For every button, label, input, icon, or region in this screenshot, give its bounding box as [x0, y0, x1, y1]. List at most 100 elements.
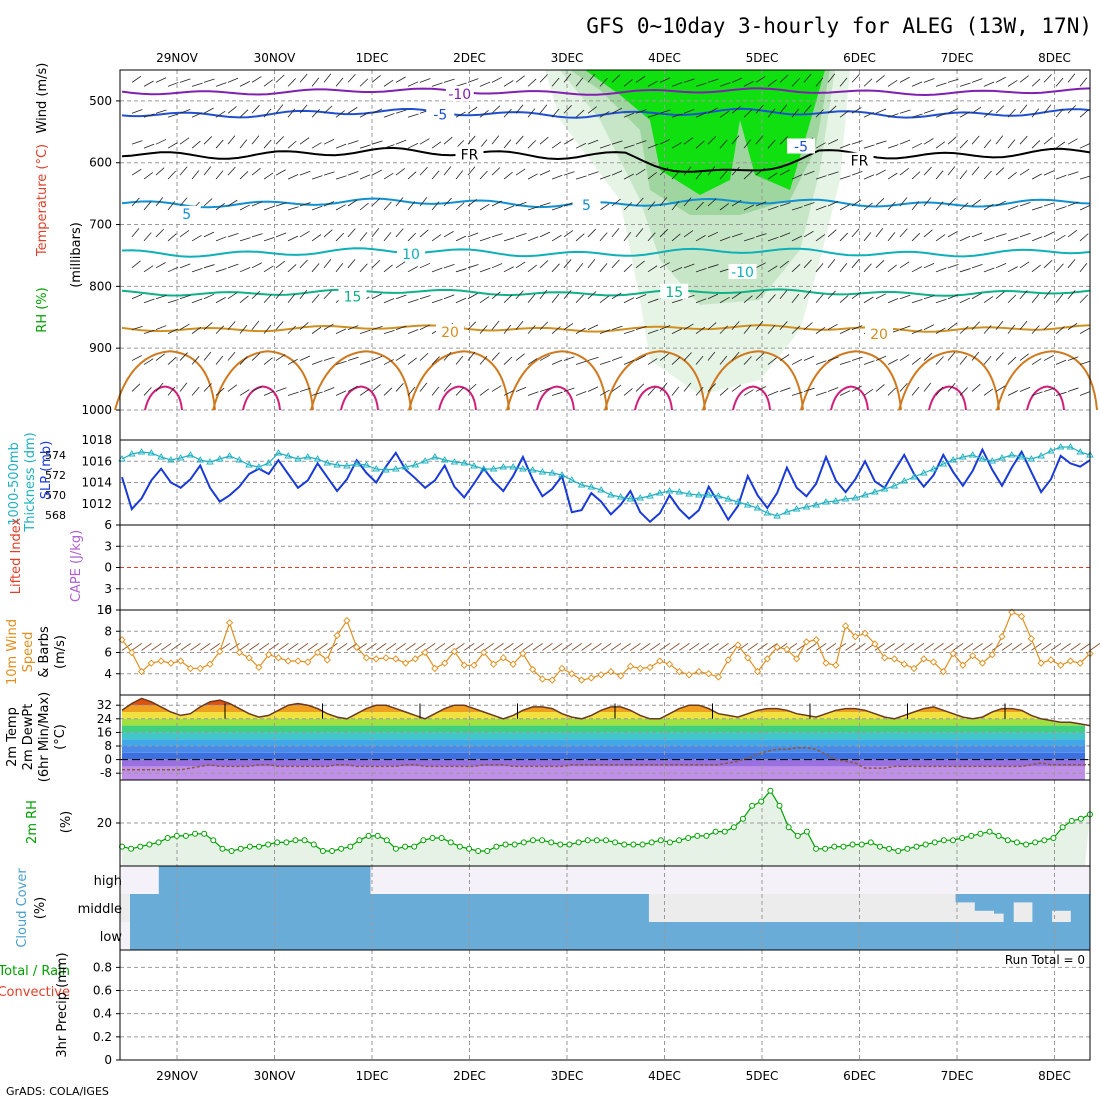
wind-barb [695, 112, 707, 118]
wind-barb [407, 201, 416, 211]
wind-barb [1067, 259, 1076, 269]
wind-barb [407, 81, 419, 87]
cloud-high-bar [283, 866, 294, 894]
wind-barb [611, 198, 621, 207]
cloud-middle-bar [254, 894, 265, 922]
wind-barb [563, 259, 572, 269]
wind-barb [167, 356, 177, 365]
rh-point [255, 843, 262, 850]
wind-barb [707, 264, 719, 269]
li-tick: 3 [104, 582, 112, 596]
wind-barb [347, 140, 359, 145]
wind-barb [383, 144, 395, 149]
wind-barb [311, 77, 320, 87]
wind-barb [131, 140, 143, 145]
wind-speed-point [695, 667, 703, 676]
wind-barb [455, 297, 467, 304]
temperature-contour [121, 107, 1091, 119]
wind-barb [239, 324, 248, 334]
temperature-contour-hot [438, 385, 477, 411]
thickness-point [303, 453, 312, 460]
wind-speed-point [177, 657, 185, 665]
cloud-high-bar [216, 866, 227, 894]
wind-barb [299, 137, 310, 145]
thickness-point [959, 453, 967, 460]
surface-wind-barb [170, 642, 182, 651]
temperature-contour-warm [996, 350, 1098, 411]
date-axis: 29NOV29NOV30NOV30NOV1DEC1DEC2DEC2DEC3DEC… [156, 51, 1071, 1083]
wind-barb [599, 144, 611, 149]
cloud-low-bar [590, 922, 601, 950]
wind-barb [311, 142, 322, 149]
wind-barb [803, 387, 815, 392]
wind-barb [935, 141, 946, 149]
surface-wind-barb [630, 642, 641, 651]
cloud-low-bar [235, 922, 246, 950]
wind-barb [515, 353, 525, 361]
surface-wind-barb [581, 642, 592, 651]
wind-barb [875, 169, 886, 176]
wind-barb [647, 80, 658, 87]
cloud-low-bar [907, 922, 918, 950]
pressure-tick: 600 [89, 156, 112, 170]
thickness-point [900, 477, 909, 484]
wind-barb [803, 202, 815, 207]
surface-wind-barb [1011, 642, 1023, 651]
cloud-low-bar [283, 922, 294, 950]
thickness-point [675, 488, 684, 495]
wind-barb [227, 166, 236, 176]
wind-barb [203, 351, 212, 361]
wind-barb [731, 199, 742, 207]
wind-speed-point [626, 662, 635, 670]
wind-barb [455, 268, 467, 273]
cloud-high-bar [341, 866, 352, 894]
contour-label-bg [845, 152, 874, 168]
surface-wind-barb [913, 642, 925, 651]
rh-point [1032, 839, 1039, 846]
wind-barb [899, 261, 910, 269]
wind-barb [575, 233, 585, 242]
wind-barb [779, 104, 788, 114]
wind-barb [479, 355, 488, 365]
wind-barb [371, 384, 381, 392]
wind-barb [575, 360, 587, 365]
wind-barb [779, 354, 790, 361]
wind-barb [695, 326, 706, 334]
surface-wind-barb [229, 642, 240, 651]
chart-title: GFS 0~10day 3-hourly for ALEG (13W, 17N) [586, 14, 1092, 38]
wind-barb [275, 136, 285, 145]
wind-barb [1031, 391, 1043, 396]
wind-barb [863, 144, 875, 149]
thickness-point [929, 465, 938, 472]
panel-label-temp: (6hr Min/Max) [37, 692, 52, 782]
wind-barb [239, 356, 248, 365]
cloud-middle-bar [197, 894, 208, 922]
wind-barb [1079, 77, 1088, 87]
rh-point [557, 841, 564, 848]
li-tick: 6 [104, 518, 112, 532]
cloud-low-bar [274, 922, 285, 950]
wind-tick: 6 [104, 646, 112, 660]
thickness-point [704, 491, 713, 498]
wind-barb [731, 77, 743, 83]
wind-tick: 10 [97, 603, 112, 617]
cloud-low-bar [744, 922, 755, 950]
wind-speed-point [900, 660, 908, 668]
cloud-low-bar [878, 922, 889, 950]
wind-barb [779, 202, 791, 207]
cloud-low-bar [667, 922, 678, 950]
rh-point [593, 837, 600, 844]
wind-barb [275, 232, 287, 238]
rh-point [365, 832, 372, 839]
wind-barb [479, 203, 490, 211]
wind-barb [935, 356, 944, 365]
panel-label-cloud: Cloud Cover [15, 868, 30, 948]
wind-speed-point [225, 619, 234, 627]
wind-barb [695, 201, 704, 211]
wind-barb [851, 385, 862, 392]
cloud-low-bar [734, 922, 745, 950]
wind-barb [863, 202, 873, 211]
thickness-point [1027, 455, 1036, 462]
cloud-low-bar [1022, 922, 1033, 950]
wind-barb [803, 289, 812, 299]
